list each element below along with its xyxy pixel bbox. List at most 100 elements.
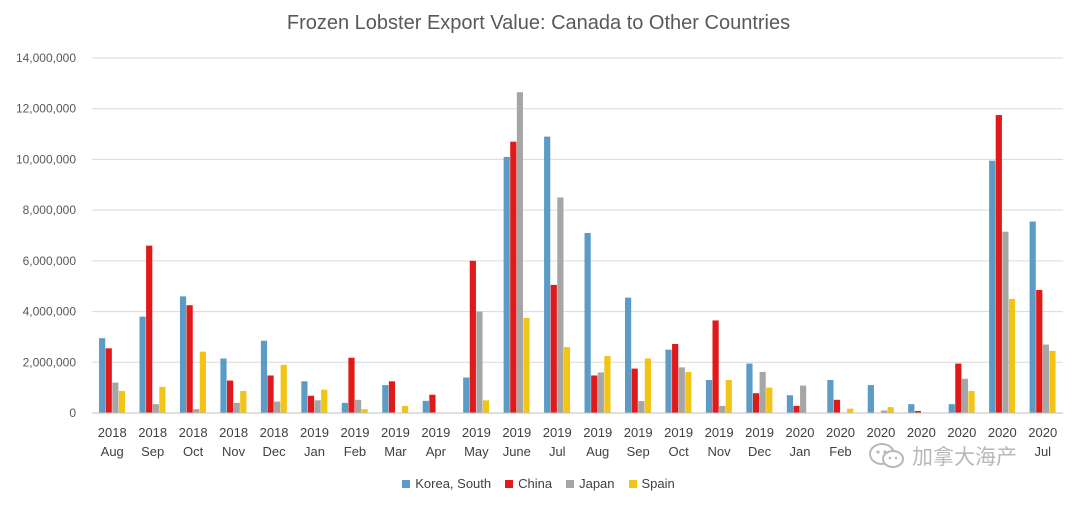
bar bbox=[544, 136, 551, 414]
legend-swatch bbox=[505, 479, 514, 488]
x-tick-month: Aug bbox=[586, 444, 609, 459]
x-tick-year: 2020 bbox=[988, 425, 1017, 440]
bar bbox=[523, 317, 530, 413]
bar bbox=[146, 245, 153, 413]
bar bbox=[887, 407, 894, 413]
x-tick-year: 2018 bbox=[98, 425, 127, 440]
bar bbox=[388, 381, 396, 413]
bar bbox=[186, 305, 193, 413]
x-tick-year: 2018 bbox=[260, 425, 289, 440]
x-tick-month: Jul bbox=[1034, 444, 1051, 459]
x-tick-month: Apr bbox=[426, 444, 447, 459]
x-tick-year: 2019 bbox=[543, 425, 572, 440]
bar bbox=[827, 380, 834, 413]
y-tick-label: 14,000,000 bbox=[16, 51, 76, 65]
x-tick-year: 2019 bbox=[421, 425, 450, 440]
bar bbox=[402, 405, 409, 413]
bar bbox=[597, 372, 604, 413]
bar bbox=[139, 316, 146, 413]
y-tick-label: 2,000,000 bbox=[23, 355, 77, 369]
bar bbox=[705, 380, 713, 413]
bar bbox=[314, 400, 321, 413]
x-tick-year: 2018 bbox=[138, 425, 167, 440]
x-tick-year: 2019 bbox=[664, 425, 693, 440]
x-tick-month: Dec bbox=[748, 444, 772, 459]
wechat-icon bbox=[869, 443, 904, 468]
legend-item: Japan bbox=[566, 476, 615, 491]
bar bbox=[800, 385, 807, 413]
bar bbox=[793, 405, 800, 413]
bar bbox=[429, 394, 436, 413]
x-tick-year: 2019 bbox=[462, 425, 491, 440]
x-tick-month: Oct bbox=[669, 444, 690, 459]
x-tick-month: Jan bbox=[304, 444, 325, 459]
legend-item: Spain bbox=[628, 476, 675, 491]
bar bbox=[833, 399, 841, 413]
x-tick-month: Nov bbox=[708, 444, 732, 459]
x-tick-month: Aug bbox=[101, 444, 124, 459]
bar bbox=[463, 377, 470, 413]
gridlines bbox=[92, 57, 1063, 363]
bar bbox=[678, 367, 685, 413]
bar bbox=[766, 387, 773, 413]
y-tick-label: 6,000,000 bbox=[23, 254, 77, 268]
x-tick-month: May bbox=[464, 444, 489, 459]
bar bbox=[510, 141, 517, 413]
legend-item: China bbox=[505, 476, 552, 491]
bar bbox=[112, 382, 119, 413]
bar bbox=[382, 385, 389, 413]
y-tick-label: 8,000,000 bbox=[23, 203, 77, 217]
legend-label: China bbox=[518, 476, 553, 491]
bar bbox=[260, 340, 268, 413]
x-tick-year: 2020 bbox=[866, 425, 895, 440]
x-tick-year: 2019 bbox=[502, 425, 531, 440]
bar bbox=[563, 347, 571, 413]
x-tick-year: 2019 bbox=[583, 425, 612, 440]
bar bbox=[908, 404, 915, 414]
bar bbox=[240, 390, 247, 413]
bar bbox=[604, 355, 611, 413]
bars bbox=[99, 92, 1056, 414]
x-tick-year: 2019 bbox=[624, 425, 653, 440]
bar bbox=[307, 395, 315, 413]
bar bbox=[341, 402, 348, 413]
bar bbox=[1002, 231, 1009, 413]
x-tick-year: 2020 bbox=[947, 425, 976, 440]
bar bbox=[159, 386, 166, 413]
bar bbox=[321, 389, 328, 413]
legend-item: Korea, South bbox=[402, 476, 491, 491]
bar bbox=[550, 284, 557, 413]
legend-swatch bbox=[628, 479, 637, 488]
watermark: 加拿大海产 bbox=[868, 441, 1017, 471]
x-tick-year: 2020 bbox=[786, 425, 815, 440]
x-tick-year: 2019 bbox=[381, 425, 410, 440]
x-tick-year: 2019 bbox=[705, 425, 734, 440]
bar bbox=[152, 404, 159, 414]
bar bbox=[267, 375, 274, 413]
bar bbox=[193, 409, 200, 413]
bar bbox=[422, 400, 429, 413]
bar bbox=[685, 371, 692, 413]
bar bbox=[1049, 350, 1056, 414]
legend-label: Japan bbox=[579, 476, 615, 491]
bar bbox=[665, 349, 672, 413]
bar bbox=[989, 160, 996, 413]
bar bbox=[105, 348, 112, 413]
bar bbox=[1029, 221, 1036, 413]
x-tick-month: Sep bbox=[627, 444, 650, 459]
bar bbox=[638, 401, 645, 413]
x-tick-month: Dec bbox=[263, 444, 287, 459]
bar bbox=[719, 405, 726, 413]
bar bbox=[584, 232, 591, 413]
bar bbox=[995, 115, 1002, 414]
bar bbox=[220, 358, 227, 413]
bar bbox=[914, 410, 921, 413]
x-tick-month: June bbox=[503, 444, 531, 459]
y-tick-label: 4,000,000 bbox=[23, 305, 77, 319]
bar bbox=[348, 357, 355, 413]
bar bbox=[361, 409, 368, 413]
x-tick-year: 2020 bbox=[907, 425, 936, 440]
x-tick-year: 2019 bbox=[341, 425, 370, 440]
bar bbox=[1008, 298, 1016, 413]
